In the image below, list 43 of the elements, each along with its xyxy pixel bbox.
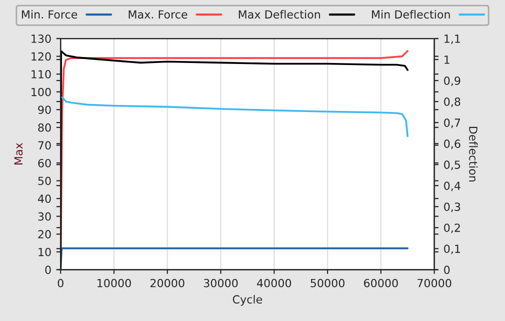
y2-tick-label: 1 <box>444 56 450 64</box>
y2-tick-label: 0,4 <box>444 182 460 192</box>
y-tick-label: 20 <box>38 230 51 238</box>
legend-label: Min Deflection <box>372 10 450 19</box>
y-tick-label: 80 <box>38 123 51 132</box>
y-tick-label: 50 <box>38 176 51 186</box>
y2-tick-label: 0,6 <box>444 140 460 150</box>
y2-tick-label: 0,5 <box>444 160 460 170</box>
line-series <box>61 96 409 138</box>
x-tick-label: 10000 <box>98 278 131 288</box>
x-tick-label: 40000 <box>257 278 292 288</box>
y-tick-label: 40 <box>38 194 51 203</box>
y2-axis-title: Deflection <box>469 126 478 182</box>
legend-label: Max Deflection <box>238 10 320 19</box>
legend-label: Max. Force <box>128 10 188 19</box>
y2-tick-label: 1,1 <box>444 34 460 44</box>
y2-tick-label: 0,9 <box>444 76 460 86</box>
y2-tick-label: 0 <box>444 266 450 274</box>
y-axis-title: Max <box>14 142 23 164</box>
y-tick-label: 60 <box>38 158 51 168</box>
x-tick-label: 60000 <box>364 278 398 288</box>
legend-label: Min. Force <box>22 10 78 19</box>
y-tick-label: 110 <box>32 70 51 78</box>
x-axis-title: Cycle <box>232 294 262 306</box>
x-tick-label: 50000 <box>310 278 344 288</box>
x-tick-label: 70000 <box>418 278 452 288</box>
y-tick-label: 10 <box>38 248 51 256</box>
y-tick-label: 100 <box>32 88 51 96</box>
y2-tick-label: 0,2 <box>444 224 460 234</box>
y2-tick-label: 0,1 <box>444 244 460 254</box>
x-tick-label: 30000 <box>204 278 238 288</box>
y2-tick-label: 0,8 <box>444 98 460 108</box>
y-tick-label: 30 <box>38 212 51 221</box>
x-tick-label: 20000 <box>150 278 184 288</box>
y-tick-label: 130 <box>32 34 51 43</box>
y-tick-label: 120 <box>32 52 51 61</box>
y2-tick-label: 0,7 <box>444 118 460 128</box>
line-series <box>60 50 409 270</box>
y-tick-label: 0 <box>45 266 51 274</box>
x-tick-label: 0 <box>58 278 64 288</box>
y2-tick-label: 0,3 <box>444 202 460 212</box>
y-tick-label: 70 <box>38 141 51 150</box>
y-tick-label: 90 <box>38 106 51 114</box>
